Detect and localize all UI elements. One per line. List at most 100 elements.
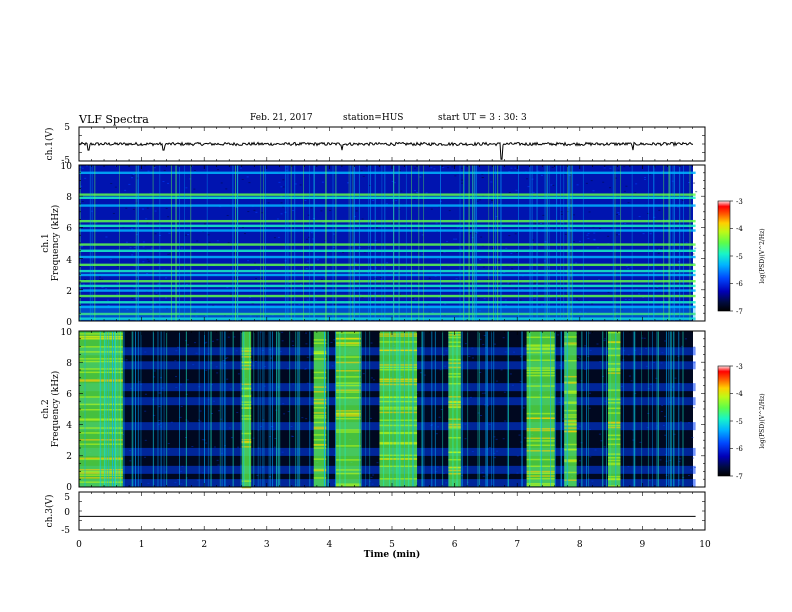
frequency-band [79,204,696,207]
spectral-noise [226,378,229,380]
frequency-band [79,269,696,273]
spectral-noise [168,232,171,234]
spectral-noise [503,391,506,393]
active-speckle [241,368,252,370]
spectral-noise [500,369,503,371]
spectral-noise [431,312,434,314]
spectral-noise [469,227,472,229]
spectral-noise [436,259,439,261]
spectral-noise [249,315,252,317]
sferic-streak [327,331,329,487]
spectral-noise [354,216,357,218]
active-speckle [335,445,361,447]
spectral-noise [524,345,527,347]
spectral-noise [310,232,313,234]
sferic-streak [641,331,643,487]
ch1-colorbar: -3 -4 -5 -6 -7 log(PSD)(V^2/Hz) [717,198,766,316]
sferic-streak [152,331,154,487]
sferic-streak [423,165,425,321]
spectral-noise [195,315,198,317]
spectral-noise [114,186,117,188]
active-speckle [335,337,361,340]
spectral-noise [322,221,325,223]
spectral-noise [216,339,219,341]
spectral-noise [128,183,131,185]
spectral-noise [564,233,567,235]
sferic-streak [183,165,185,321]
active-speckle [241,387,252,390]
spectral-noise [617,169,620,171]
active-speckle [313,342,327,344]
sferic-streak [452,331,454,487]
spectral-noise [589,456,592,458]
sferic-streak [554,331,556,487]
active-speckle [79,432,123,434]
sferic-streak [303,165,304,321]
spectral-noise [199,420,202,422]
active-speckle [564,401,577,403]
spectral-noise [205,369,208,371]
sferic-streak [294,165,296,321]
spectral-noise [634,192,637,194]
sferic-streak [560,331,562,487]
sferic-streak [369,331,371,487]
spectral-noise [146,222,149,224]
active-speckle [313,417,327,419]
spectral-noise [132,208,135,210]
sferic-streak [335,165,337,321]
spectral-noise [243,233,246,235]
active-speckle [313,468,327,471]
spectral-noise [607,291,610,293]
active-speckle [564,381,577,383]
spectral-noise [174,310,177,312]
spectral-noise [98,279,101,281]
active-speckle [564,382,577,384]
sferic-streak [91,165,93,321]
spectral-noise [145,218,148,220]
spectral-noise [627,268,630,270]
sferic-streak [665,331,667,487]
spectral-noise [150,247,153,249]
sferic-streak [472,165,473,321]
spectral-noise [259,331,262,333]
active-speckle [607,459,621,462]
spectral-noise [177,315,180,317]
spectral-noise [274,437,277,439]
time-axis: 0 1 2 3 4 5 6 7 8 9 10 Time (min) [76,540,711,560]
spectral-noise [375,227,378,229]
active-speckle [313,458,327,460]
spectral-noise [464,438,467,440]
spectral-noise [255,211,258,213]
ch1-cb-tick-5: -5 [736,253,743,261]
spectral-noise [478,310,481,312]
spectral-noise [333,303,336,305]
active-speckle [335,376,361,378]
ch3-ytick-neg5: -5 [61,526,70,536]
spectral-noise [268,476,271,478]
spectral-noise [575,262,578,264]
spectral-noise [649,233,652,235]
frequency-band [79,305,696,309]
spectral-noise [176,346,179,348]
spectral-noise [482,475,485,477]
spectral-noise [306,238,309,240]
ch2-spec-ytick-2: 2 [66,452,72,462]
ch3-ticks [78,491,706,531]
sferic-streak [550,331,551,487]
sferic-streak [221,331,223,487]
spectral-noise [226,357,229,359]
spectral-noise [694,247,697,249]
active-interval [448,331,461,487]
time-tick-label: 2 [201,540,207,550]
ch1-cb-tick-7: -7 [736,308,743,316]
spectral-noise [146,258,149,260]
spectral-noise [653,167,656,169]
spectral-noise [198,419,201,421]
ch1-spec-ytick-4: 4 [66,256,72,266]
sferic-streak [323,331,325,487]
spectral-noise [561,222,564,224]
sferic-streak [163,331,165,487]
spectral-noise [333,339,336,341]
spectral-noise [165,277,168,279]
